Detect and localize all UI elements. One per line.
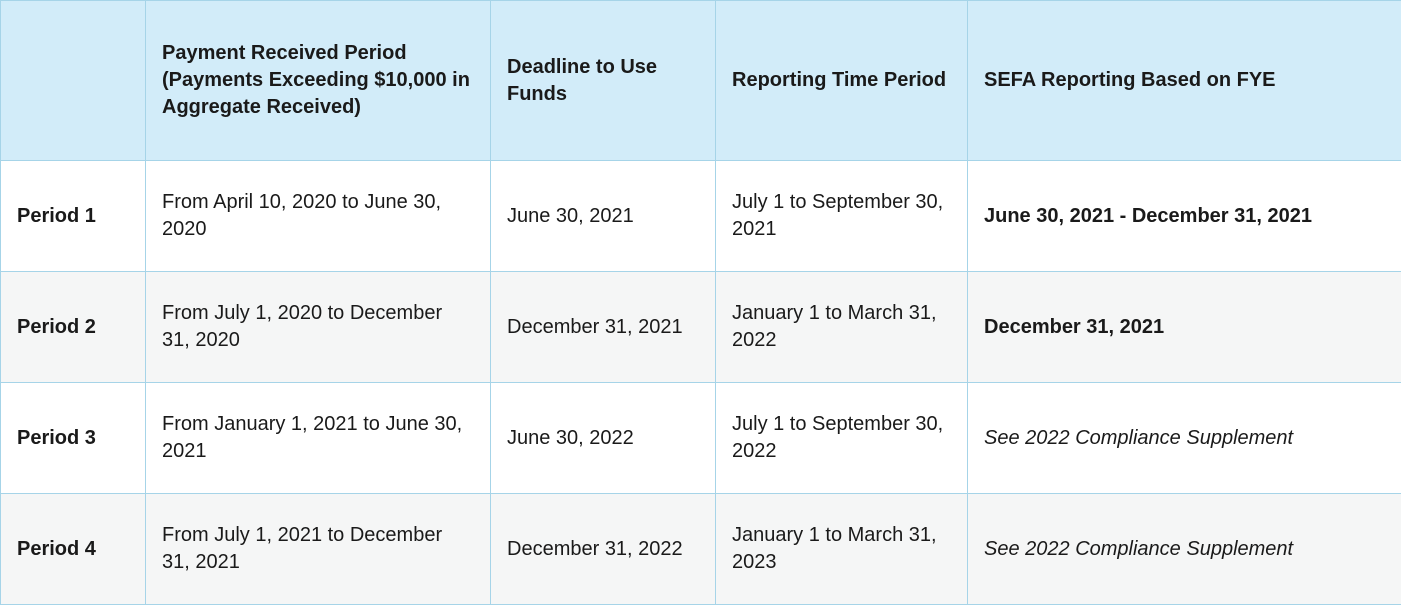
cell-text: December 31, 2021 xyxy=(507,316,683,338)
header-cell-blank xyxy=(1,1,146,161)
cell-text: See 2022 Compliance Supplement xyxy=(984,427,1293,449)
header-cell-reporting-time: Reporting Time Period xyxy=(716,1,968,161)
table-cell: June 30, 2021 - December 31, 2021 xyxy=(968,161,1401,272)
header-cell-sefa: SEFA Reporting Based on FYE xyxy=(968,1,1401,161)
cell-text: From April 10, 2020 to June 30, 2020 xyxy=(162,191,441,240)
table-cell: From July 1, 2021 to December 31, 2021 xyxy=(146,494,491,605)
table-cell: December 31, 2022 xyxy=(491,494,716,605)
cell-text: Period 2 xyxy=(17,316,96,338)
table-cell: Period 4 xyxy=(1,494,146,605)
table-head: Payment Received Period (Payments Exceed… xyxy=(1,1,1401,161)
cell-text: December 31, 2022 xyxy=(507,538,683,560)
table-cell: July 1 to September 30, 2022 xyxy=(716,383,968,494)
table-cell: Period 1 xyxy=(1,161,146,272)
cell-text: From July 1, 2021 to December 31, 2021 xyxy=(162,524,442,573)
table-cell: January 1 to March 31, 2022 xyxy=(716,272,968,383)
cell-text: June 30, 2021 - December 31, 2021 xyxy=(984,205,1312,227)
cell-text: Period 3 xyxy=(17,427,96,449)
table-cell: December 31, 2021 xyxy=(968,272,1401,383)
table-cell: Period 2 xyxy=(1,272,146,383)
cell-text: July 1 to September 30, 2022 xyxy=(732,413,943,462)
cell-text: July 1 to September 30, 2021 xyxy=(732,191,943,240)
table-cell: Period 3 xyxy=(1,383,146,494)
table-cell: See 2022 Compliance Supplement xyxy=(968,494,1401,605)
cell-text: Period 1 xyxy=(17,205,96,227)
cell-text: Period 4 xyxy=(17,538,96,560)
table-cell: From July 1, 2020 to December 31, 2020 xyxy=(146,272,491,383)
cell-text: June 30, 2021 xyxy=(507,205,634,227)
table-cell: From April 10, 2020 to June 30, 2020 xyxy=(146,161,491,272)
cell-text: See 2022 Compliance Supplement xyxy=(984,538,1293,560)
cell-text: December 31, 2021 xyxy=(984,316,1164,338)
cell-text: January 1 to March 31, 2022 xyxy=(732,302,937,351)
cell-text: June 30, 2022 xyxy=(507,427,634,449)
cell-text: January 1 to March 31, 2023 xyxy=(732,524,937,573)
table-cell: June 30, 2021 xyxy=(491,161,716,272)
table-cell: From January 1, 2021 to June 30, 2021 xyxy=(146,383,491,494)
table-cell: July 1 to September 30, 2021 xyxy=(716,161,968,272)
header-cell-deadline: Deadline to Use Funds xyxy=(491,1,716,161)
table-cell: January 1 to March 31, 2023 xyxy=(716,494,968,605)
table-row: Period 4 From July 1, 2021 to December 31… xyxy=(1,494,1401,605)
table-cell: December 31, 2021 xyxy=(491,272,716,383)
table-cell: See 2022 Compliance Supplement xyxy=(968,383,1401,494)
table-cell: June 30, 2022 xyxy=(491,383,716,494)
table-row: Period 1 From April 10, 2020 to June 30, … xyxy=(1,161,1401,272)
cell-text: From July 1, 2020 to December 31, 2020 xyxy=(162,302,442,351)
periods-table: Payment Received Period (Payments Exceed… xyxy=(0,0,1401,605)
header-cell-payment-received: Payment Received Period (Payments Exceed… xyxy=(146,1,491,161)
table-body: Period 1 From April 10, 2020 to June 30, … xyxy=(1,161,1401,605)
table-row: Period 2 From July 1, 2020 to December 31… xyxy=(1,272,1401,383)
cell-text: From January 1, 2021 to June 30, 2021 xyxy=(162,413,462,462)
table-row: Period 3 From January 1, 2021 to June 30,… xyxy=(1,383,1401,494)
header-row: Payment Received Period (Payments Exceed… xyxy=(1,1,1401,161)
